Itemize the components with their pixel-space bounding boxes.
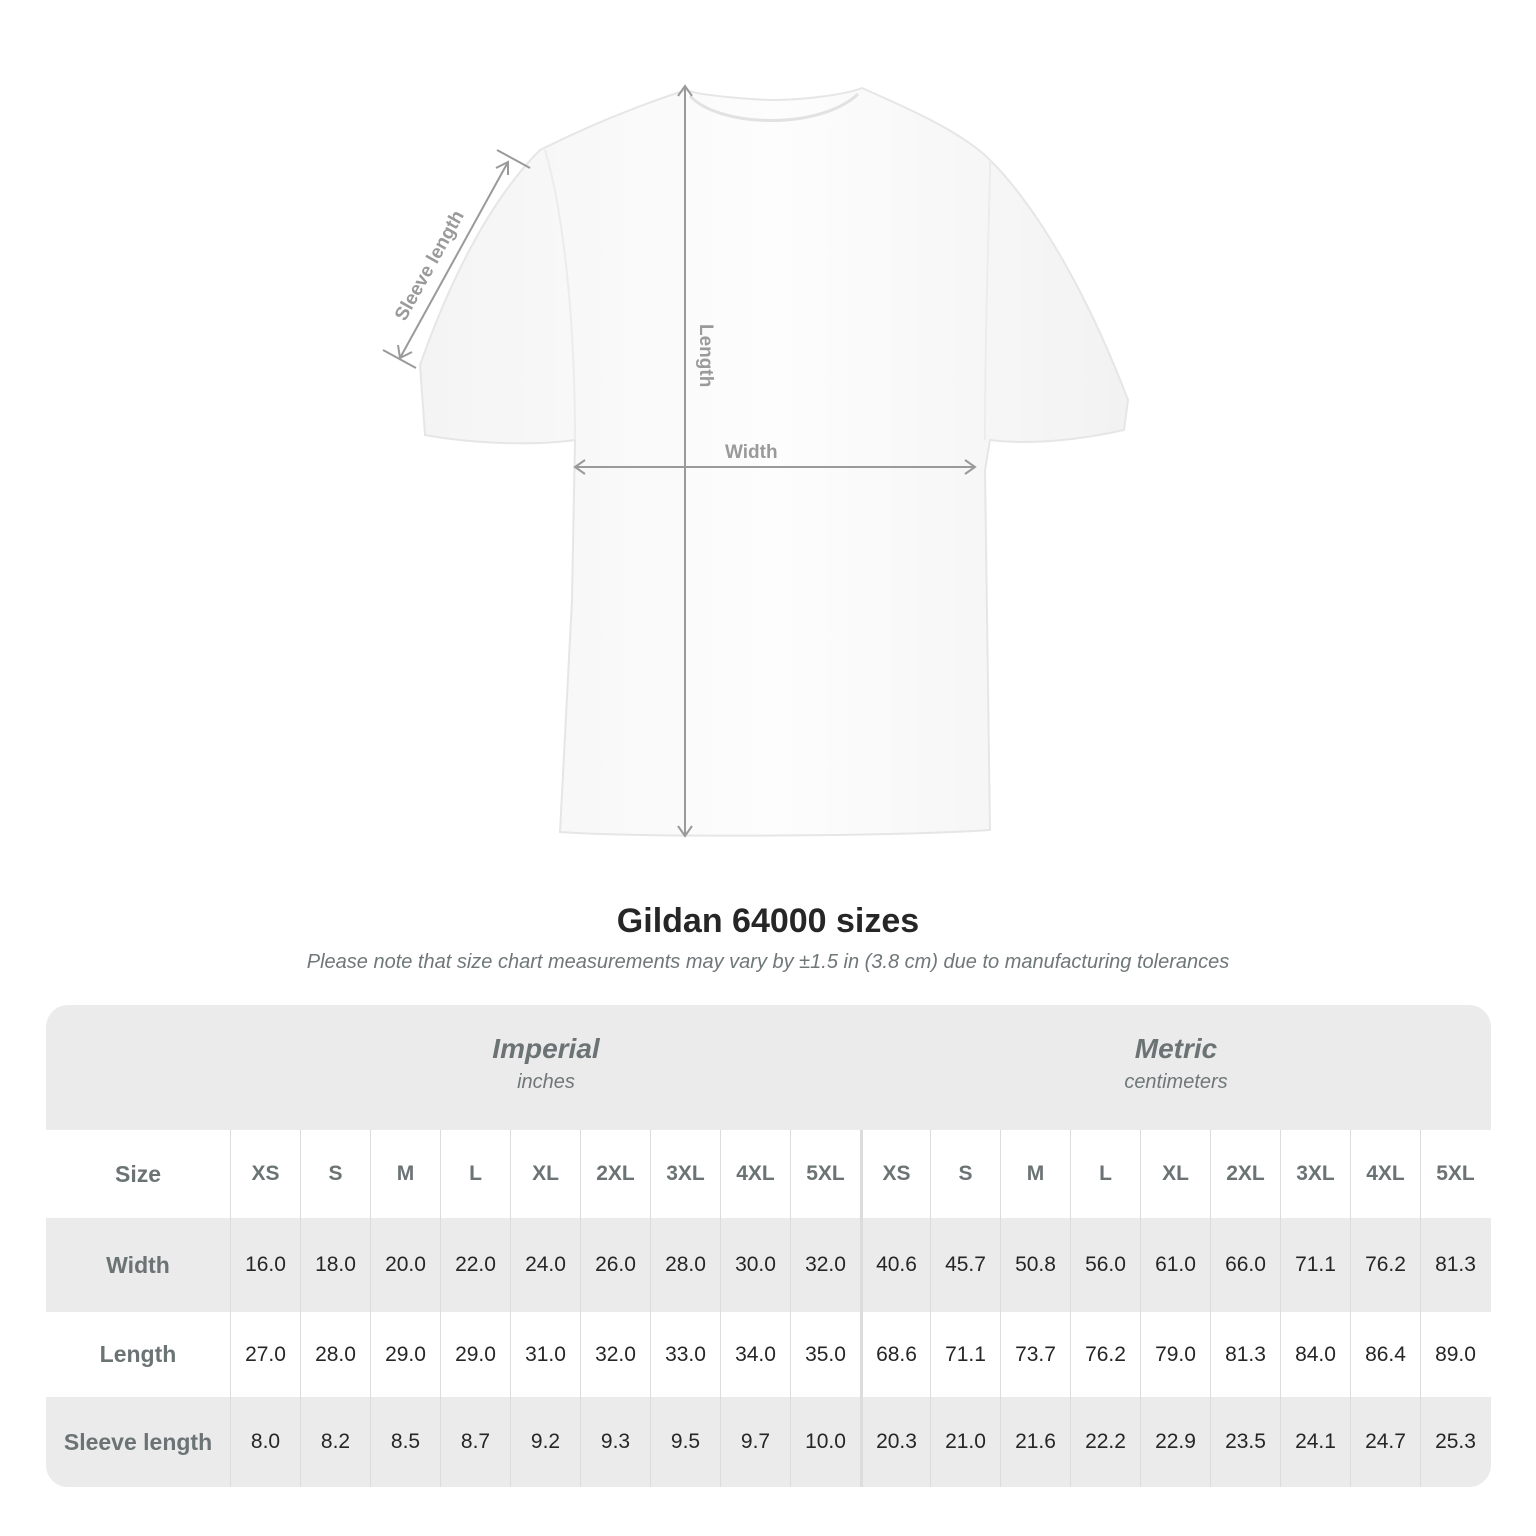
metric-title: Metric [1134, 1033, 1218, 1064]
imperial-value-cell: 9.5 [650, 1397, 720, 1487]
imperial-value-cell: 8.7 [440, 1397, 510, 1487]
imperial-value-cell: 20.0 [370, 1218, 440, 1312]
imperial-title: Imperial [492, 1033, 600, 1064]
metric-value-cell: 81.3 [1210, 1312, 1280, 1397]
imperial-size-header: 4XL [720, 1130, 790, 1218]
imperial-unit: inches [517, 1071, 575, 1093]
imperial-size-header: 2XL [580, 1130, 650, 1218]
metric-value-cell: 20.3 [860, 1397, 930, 1487]
table-body: Size XS S M L XL 2XL 3XL 4XL 5XL XS S M L XL 2XL 3XL 4XL 5… [46, 1130, 1491, 1487]
tshirt-diagram: Sleeve length Length Width [382, 84, 1130, 838]
table-row: Length 27.0 28.0 29.0 29.0 31.0 32.0 33.0 34.0 35… [46, 1312, 1491, 1397]
metric-value-cell: 66.0 [1210, 1218, 1280, 1312]
table-row: Sleeve length 8.0 8.2 8.5 8.7 9.2 9.3 9.5 9.7 10.… [46, 1397, 1491, 1487]
metric-size-header: 2XL [1210, 1130, 1280, 1218]
metric-size-header: XS [860, 1130, 930, 1218]
metric-value-cell: 76.2 [1350, 1218, 1420, 1312]
imperial-size-header: 5XL [790, 1130, 860, 1218]
imperial-value-cell: 33.0 [650, 1312, 720, 1397]
imperial-value-cell: 8.5 [370, 1397, 440, 1487]
metric-value-cell: 71.1 [930, 1312, 1000, 1397]
imperial-size-header: M [370, 1130, 440, 1218]
metric-value-cell: 89.0 [1420, 1312, 1490, 1397]
metric-value-cell: 71.1 [1280, 1218, 1350, 1312]
imperial-value-cell: 31.0 [510, 1312, 580, 1397]
metric-value-cell: 73.7 [1000, 1312, 1070, 1397]
metric-unit: centimeters [1124, 1071, 1228, 1093]
metric-value-cell: 40.6 [860, 1218, 930, 1312]
chart-title: Gildan 64000 sizes [616, 902, 920, 940]
tolerance-note: Please note that size chart measurements… [306, 951, 1230, 973]
sleeve-length-arrow [399, 161, 509, 359]
length-label: Length [695, 324, 716, 387]
metric-value-cell: 22.9 [1140, 1397, 1210, 1487]
row-label: Length [99, 1341, 177, 1367]
metric-value-cell: 68.6 [860, 1312, 930, 1397]
metric-value-cell: 81.3 [1420, 1218, 1490, 1312]
metric-value-cell: 21.0 [930, 1397, 1000, 1487]
imperial-value-cell: 32.0 [580, 1312, 650, 1397]
imperial-value-cell: 16.0 [230, 1218, 300, 1312]
metric-value-cell: 76.2 [1070, 1312, 1140, 1397]
metric-value-cell: 84.0 [1280, 1312, 1350, 1397]
imperial-size-header: XL [510, 1130, 580, 1218]
metric-value-cell: 50.8 [1000, 1218, 1070, 1312]
metric-value-cell: 79.0 [1140, 1312, 1210, 1397]
metric-value-cell: 21.6 [1000, 1397, 1070, 1487]
imperial-size-header: XS [230, 1130, 300, 1218]
imperial-value-cell: 27.0 [230, 1312, 300, 1397]
metric-size-header: 5XL [1420, 1130, 1490, 1218]
metric-value-cell: 56.0 [1070, 1218, 1140, 1312]
imperial-size-header: L [440, 1130, 510, 1218]
imperial-value-cell: 8.0 [230, 1397, 300, 1487]
imperial-value-cell: 29.0 [440, 1312, 510, 1397]
imperial-value-cell: 28.0 [650, 1218, 720, 1312]
metric-value-cell: 45.7 [930, 1218, 1000, 1312]
imperial-value-cell: 10.0 [790, 1397, 860, 1487]
metric-value-cell: 24.7 [1350, 1397, 1420, 1487]
metric-size-header: S [930, 1130, 1000, 1218]
imperial-value-cell: 34.0 [720, 1312, 790, 1397]
imperial-value-cell: 24.0 [510, 1218, 580, 1312]
metric-size-header: XL [1140, 1130, 1210, 1218]
size-table: Imperial inches Metric centimeters Size X… [46, 1005, 1491, 1487]
metric-value-cell: 25.3 [1420, 1397, 1490, 1487]
imperial-value-cell: 35.0 [790, 1312, 860, 1397]
metric-size-header: 4XL [1350, 1130, 1420, 1218]
imperial-value-cell: 29.0 [370, 1312, 440, 1397]
imperial-value-cell: 30.0 [720, 1218, 790, 1312]
metric-value-cell: 61.0 [1140, 1218, 1210, 1312]
metric-size-header: 3XL [1280, 1130, 1350, 1218]
imperial-value-cell: 26.0 [580, 1218, 650, 1312]
imperial-header: Imperial inches [231, 1005, 861, 1130]
metric-value-cell: 86.4 [1350, 1312, 1420, 1397]
metric-value-cell: 23.5 [1210, 1397, 1280, 1487]
table-header-row: Size XS S M L XL 2XL 3XL 4XL 5XL XS S M L XL 2XL 3XL 4XL 5… [46, 1130, 1491, 1218]
row-label: Width [106, 1251, 170, 1278]
imperial-value-cell: 32.0 [790, 1218, 860, 1312]
imperial-size-header: 3XL [650, 1130, 720, 1218]
table-row: Width 16.0 18.0 20.0 22.0 24.0 26.0 28.0 30.0 32.… [46, 1218, 1491, 1312]
imperial-value-cell: 8.2 [300, 1397, 370, 1487]
imperial-value-cell: 22.0 [440, 1218, 510, 1312]
metric-value-cell: 22.2 [1070, 1397, 1140, 1487]
width-label: Width [725, 442, 778, 463]
imperial-value-cell: 18.0 [300, 1218, 370, 1312]
tshirt-image [418, 86, 1130, 837]
metric-header: Metric centimeters [861, 1005, 1491, 1130]
metric-size-header: M [1000, 1130, 1070, 1218]
imperial-value-cell: 9.7 [720, 1397, 790, 1487]
metric-value-cell: 24.1 [1280, 1397, 1350, 1487]
imperial-value-cell: 9.3 [580, 1397, 650, 1487]
row-label: Sleeve length [63, 1428, 213, 1455]
size-header: Size [114, 1160, 162, 1187]
imperial-size-header: S [300, 1130, 370, 1218]
metric-size-header: L [1070, 1130, 1140, 1218]
imperial-value-cell: 9.2 [510, 1397, 580, 1487]
imperial-value-cell: 28.0 [300, 1312, 370, 1397]
